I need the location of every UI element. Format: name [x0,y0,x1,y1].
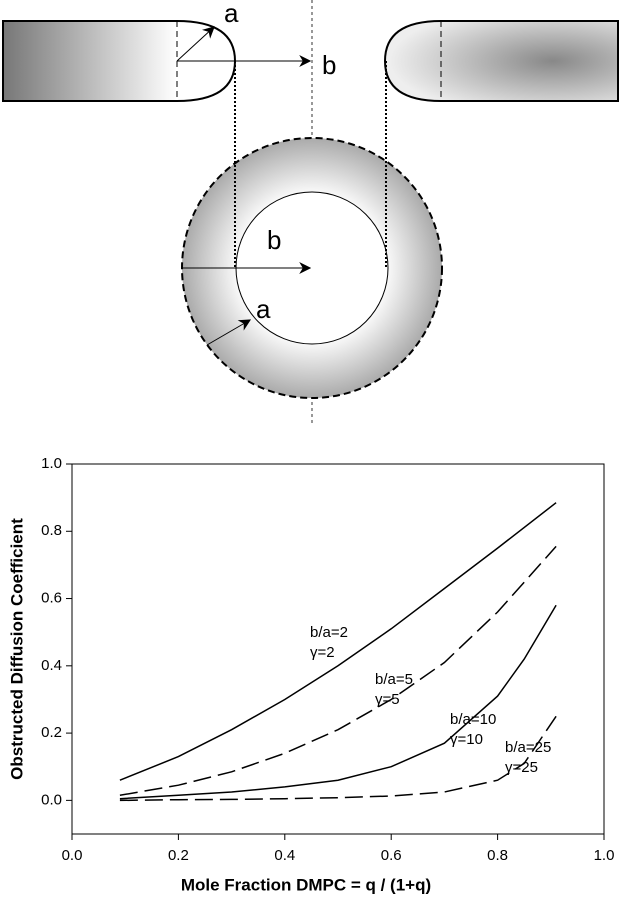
right-bar [383,20,619,102]
x-tick-label: 0.0 [62,847,83,864]
y-tick-label: 0.8 [41,522,62,539]
curve [119,715,557,802]
chart: Mole Fraction DMPC = q / (1+q) Obstructe… [7,455,614,895]
y-tick-label: 0.0 [41,791,62,808]
curve-label: b/a=5 [375,671,413,688]
diagram: a b b a [2,0,619,425]
label: a [224,0,239,28]
y-tick-label: 0.6 [41,590,62,607]
curve [119,545,557,797]
y-tick-label: 0.2 [41,724,62,741]
label: b [322,50,336,80]
curve-label: b/a=25 [505,739,551,756]
x-tick-label: 0.4 [274,847,295,864]
curve-param: γ=10 [450,731,483,748]
curve [119,604,557,800]
label: a [256,294,271,324]
curve-param: γ=5 [375,691,400,708]
curve [119,502,557,781]
label: b [267,225,281,255]
y-tick-label: 0.4 [41,657,62,674]
x-tick-label: 0.2 [168,847,189,864]
curve-label: b/a=10 [450,711,496,728]
arrow [176,26,215,62]
x-tick-label: 1.0 [594,847,615,864]
arrow [206,319,252,346]
curve-param: γ=2 [310,644,335,661]
x-tick-label: 0.6 [381,847,402,864]
plot-frame [71,463,605,835]
curve-label: b/a=2 [310,624,348,641]
curve-param: γ=25 [505,759,538,776]
y-tick-label: 1.0 [41,455,62,472]
x-axis-label: Mole Fraction DMPC = q / (1+q) [181,875,431,894]
y-axis-label: Obstructed Diffusion Coefficient [7,518,26,780]
x-tick-label: 0.8 [487,847,508,864]
